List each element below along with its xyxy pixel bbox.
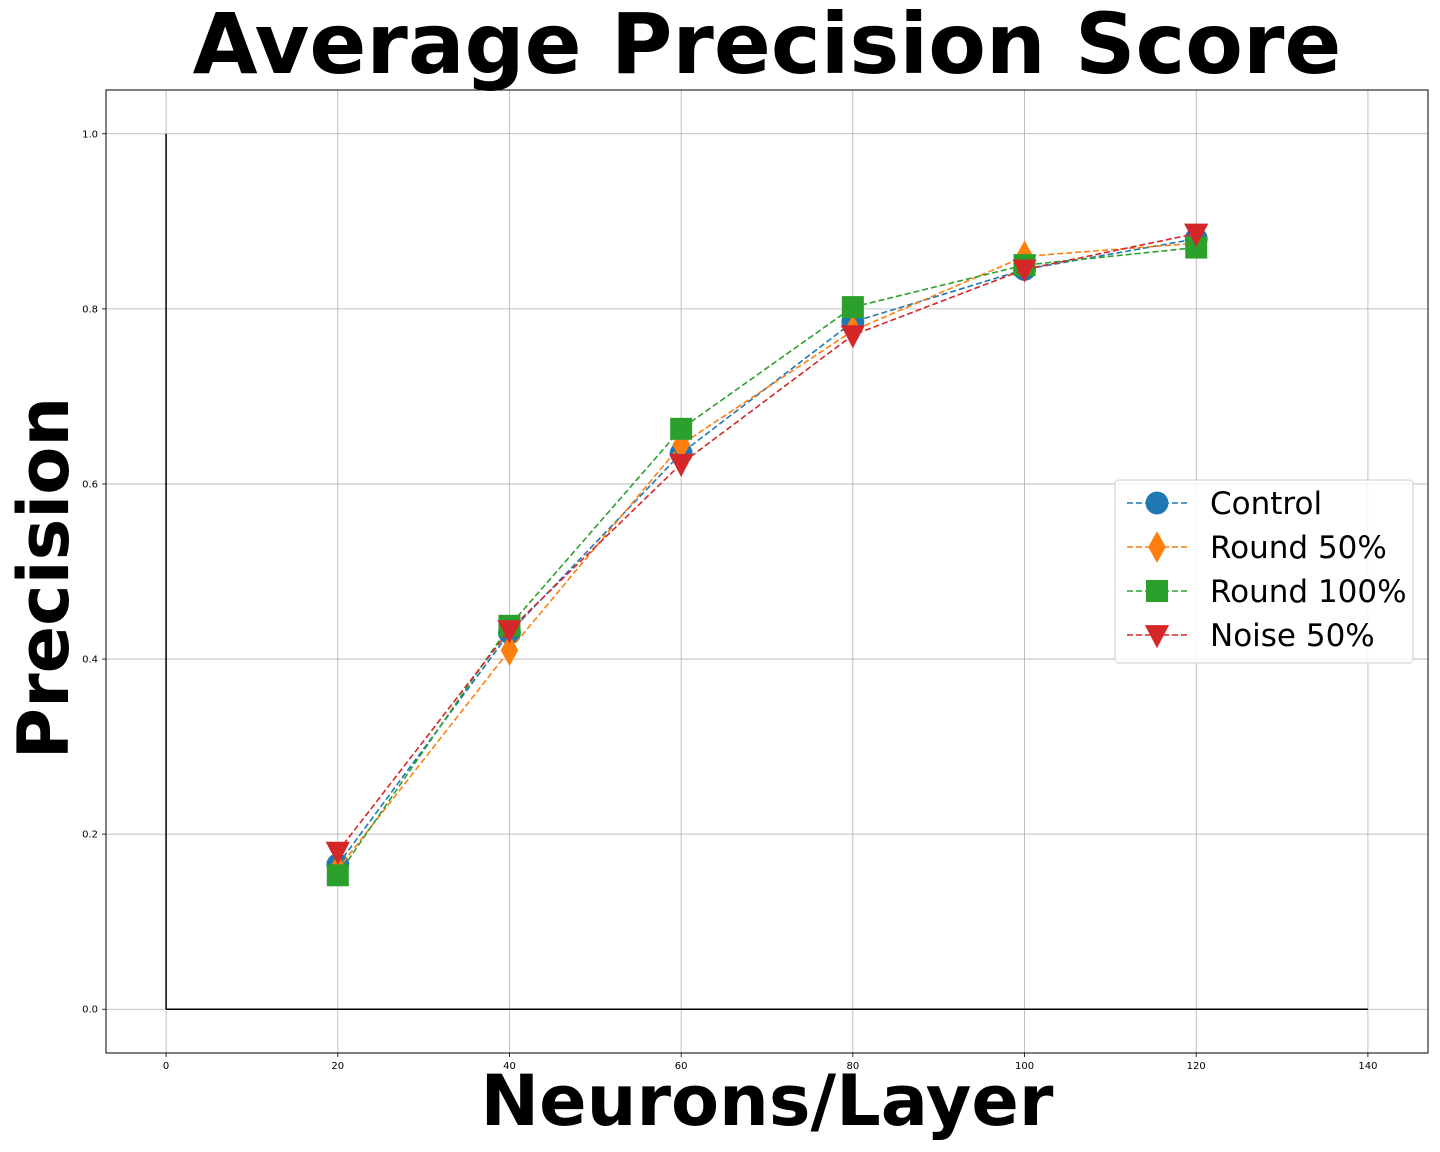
legend-marker-1 xyxy=(1148,531,1166,563)
data-point-3-3 xyxy=(840,325,865,349)
series-line-2 xyxy=(337,246,1197,876)
data-point-2-5 xyxy=(1185,236,1208,259)
data-point-3-0 xyxy=(325,841,350,865)
legend-marker-3 xyxy=(1144,625,1170,649)
legend-label-3: Noise 50% xyxy=(1210,618,1375,654)
y-tick-label-4: 0.8 xyxy=(82,304,98,315)
y-tick-label-1: 0.2 xyxy=(82,830,98,841)
legend-box xyxy=(1114,479,1414,664)
x-tick-label-2: 40 xyxy=(503,1061,516,1072)
series-1 xyxy=(328,227,1206,885)
legend-label-2: Round 100% xyxy=(1210,574,1407,610)
series-2 xyxy=(326,236,1208,887)
data-point-3-1 xyxy=(497,620,522,644)
data-point-1-1 xyxy=(500,634,519,667)
x-tick-label-1: 20 xyxy=(331,1061,344,1072)
y-tick-label-0: 0.0 xyxy=(82,1005,98,1016)
series-3 xyxy=(325,223,1209,865)
x-tick-label-0: 0 xyxy=(163,1061,169,1072)
series-line-0 xyxy=(337,238,1197,866)
x-tick-label-6: 120 xyxy=(1187,1061,1206,1072)
legend: Control Round 50% Round 100% Noise 50% xyxy=(1114,479,1414,664)
data-point-3-5 xyxy=(1184,223,1209,247)
x-tick-label-4: 80 xyxy=(846,1061,859,1072)
series-0 xyxy=(326,227,1208,877)
plot-frame xyxy=(105,89,1429,1054)
legend-marker-2 xyxy=(1146,580,1168,602)
legend-label-0: Control xyxy=(1210,486,1322,522)
data-point-3-2 xyxy=(669,453,694,478)
legend-label-1: Round 50% xyxy=(1210,530,1387,566)
data-point-2-0 xyxy=(326,864,349,887)
series-line-1 xyxy=(337,242,1197,870)
data-point-2-2 xyxy=(670,417,693,440)
chart-title: Average Precision Score xyxy=(192,0,1342,93)
legend-marker-0 xyxy=(1145,491,1169,515)
x-tick-label-7: 140 xyxy=(1358,1061,1377,1072)
y-tick-label-5: 1.0 xyxy=(82,129,98,140)
y-tick-label-3: 0.6 xyxy=(82,479,98,490)
x-tick-label-3: 60 xyxy=(675,1061,688,1072)
data-point-2-3 xyxy=(841,296,864,319)
series-line-3 xyxy=(337,232,1197,853)
x-tick-label-5: 100 xyxy=(1015,1061,1034,1072)
x-axis-label: Neurons/Layer xyxy=(480,1060,1054,1142)
data-point-3-4 xyxy=(1012,259,1037,283)
y-tick-label-2: 0.4 xyxy=(82,655,98,666)
